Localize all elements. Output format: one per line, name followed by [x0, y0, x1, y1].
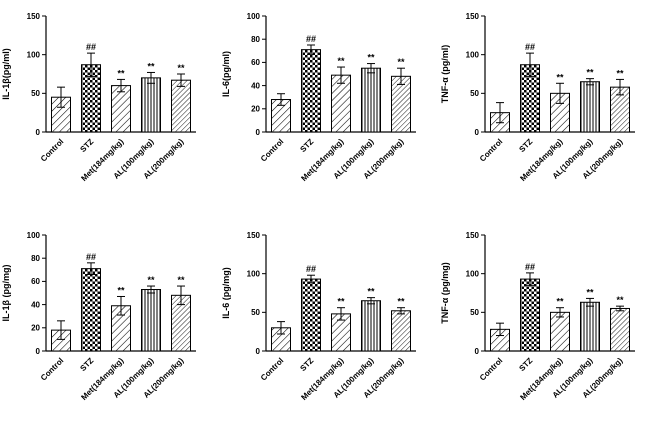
chart-il6-pgmg: 0 50 100 150 IL-6 (pg/mg) Control ## STZ ** Met(1… [220, 219, 440, 437]
y-tick-label: 150 [466, 230, 480, 239]
y-tick-label: 100 [466, 50, 480, 59]
bar-al-100mg-kg [360, 67, 381, 133]
significance-label: ** [367, 53, 375, 63]
significance-label: ** [117, 285, 125, 295]
significance-label: ** [557, 296, 565, 306]
significance-label: ** [177, 63, 185, 73]
bar-al-200mg-kg [390, 309, 411, 351]
significance-label: ** [337, 296, 345, 306]
y-axis-title: TNF-α (pg/mg) [440, 262, 450, 324]
significance-label: ** [397, 296, 405, 306]
y-tick-label: 20 [251, 105, 260, 114]
y-tick-label: 0 [36, 128, 41, 137]
category-label: STZ [518, 137, 535, 154]
significance-label: ## [86, 42, 96, 52]
significance-label: ** [587, 287, 595, 297]
significance-label: ## [86, 251, 96, 261]
y-axis-title: IL-1β(pg/ml) [1, 48, 11, 100]
y-tick-label: 80 [251, 35, 260, 44]
chart-svg-il6-pgml: 020406080100IL-6(pg/ml)Control##STZ**Met… [221, 12, 416, 183]
significance-label: ** [367, 286, 375, 296]
y-tick-label: 80 [31, 254, 40, 263]
significance-label: ** [557, 72, 565, 82]
category-label: STZ [78, 137, 95, 154]
y-tick-label: 0 [475, 128, 480, 137]
y-tick-label: 150 [466, 12, 480, 21]
significance-label: ## [525, 261, 535, 271]
significance-label: ** [147, 275, 155, 285]
y-tick-label: 0 [255, 128, 260, 137]
y-axis-title: IL-1β (pg/mg) [1, 264, 11, 321]
y-tick-label: 150 [246, 230, 260, 239]
y-tick-label: 50 [251, 308, 260, 317]
bar-al-100mg-kg [580, 81, 601, 133]
chart-tnfa-pgml: 0 50 100 150 TNF-α (pg/ml) Control ## STZ ** Met(… [439, 0, 659, 219]
y-tick-label: 100 [246, 269, 260, 278]
y-axis-title: IL-6(pg/ml) [221, 51, 231, 97]
y-tick-label: 40 [251, 81, 260, 90]
y-tick-label: 100 [246, 12, 260, 21]
bar-al-100mg-kg [141, 77, 161, 133]
significance-label: ## [306, 264, 316, 274]
chart-il1b-pgmg: 0 20 40 60 80 100 IL-1β (pg/mg) Control ## STZ ** M… [0, 219, 220, 437]
y-axis-title: IL-6 (pg/mg) [221, 267, 231, 319]
significance-label: ** [117, 68, 125, 78]
y-tick-label: 0 [36, 346, 41, 355]
category-label: STZ [298, 137, 315, 154]
category-label: STZ [78, 355, 95, 372]
y-tick-label: 60 [251, 58, 260, 67]
category-label: STZ [518, 355, 535, 372]
y-tick-label: 100 [27, 230, 41, 239]
bar-stz [300, 278, 321, 351]
y-tick-label: 50 [31, 89, 40, 98]
bar-al-100mg-kg [580, 301, 601, 351]
y-tick-label: 100 [27, 50, 41, 59]
bar-stz [520, 278, 541, 351]
significance-label: ** [617, 295, 625, 305]
chart-tnfa-pgmg: 0 50 100 150 TNF-α (pg/mg) Control ## STZ ** Met(… [439, 219, 659, 437]
y-axis-title: TNF-α (pg/ml) [440, 45, 450, 104]
category-label: Control [478, 356, 504, 382]
significance-label: ## [525, 42, 535, 52]
bar-stz [300, 49, 321, 133]
bar-met-184mg-kg [111, 85, 131, 133]
y-tick-label: 50 [470, 89, 479, 98]
bar-al-100mg-kg [360, 299, 381, 351]
category-label: Control [39, 137, 65, 163]
category-label: STZ [298, 355, 315, 372]
bar-stz [81, 267, 101, 351]
significance-label: ** [587, 68, 595, 78]
bar-met-184mg-kg [550, 311, 571, 352]
y-tick-label: 0 [255, 346, 260, 355]
y-tick-label: 50 [470, 308, 479, 317]
y-tick-label: 150 [27, 12, 41, 21]
chart-il6-pgml: 0 20 40 60 80 100 IL-6(pg/ml) Control ## STZ ** Met… [220, 0, 440, 219]
significance-label: ** [147, 61, 155, 71]
significance-label: ** [337, 56, 345, 66]
category-label: Control [39, 356, 65, 382]
significance-label: ** [397, 57, 405, 67]
bar-al-100mg-kg [141, 288, 161, 351]
category-label: Control [478, 137, 504, 163]
significance-label: ## [306, 34, 316, 44]
category-label: Control [259, 356, 285, 382]
bar-al-200mg-kg [610, 307, 631, 351]
y-tick-label: 20 [31, 323, 40, 332]
y-tick-label: 40 [31, 300, 40, 309]
chart-il1b-pgml: 0 50 100 150 IL-1β(pg/ml) Control ## STZ ** Met(1… [0, 0, 220, 219]
bar-al-200mg-kg [171, 79, 191, 133]
y-tick-label: 60 [31, 277, 40, 286]
significance-label: ** [617, 68, 625, 78]
category-label: Control [259, 137, 285, 163]
y-tick-label: 0 [475, 346, 480, 355]
y-tick-label: 100 [466, 269, 480, 278]
chart-svg-il1b-pgml: 050100150IL-1β(pg/ml)Control##STZ**Met(1… [1, 12, 196, 183]
significance-label: ** [177, 275, 185, 285]
